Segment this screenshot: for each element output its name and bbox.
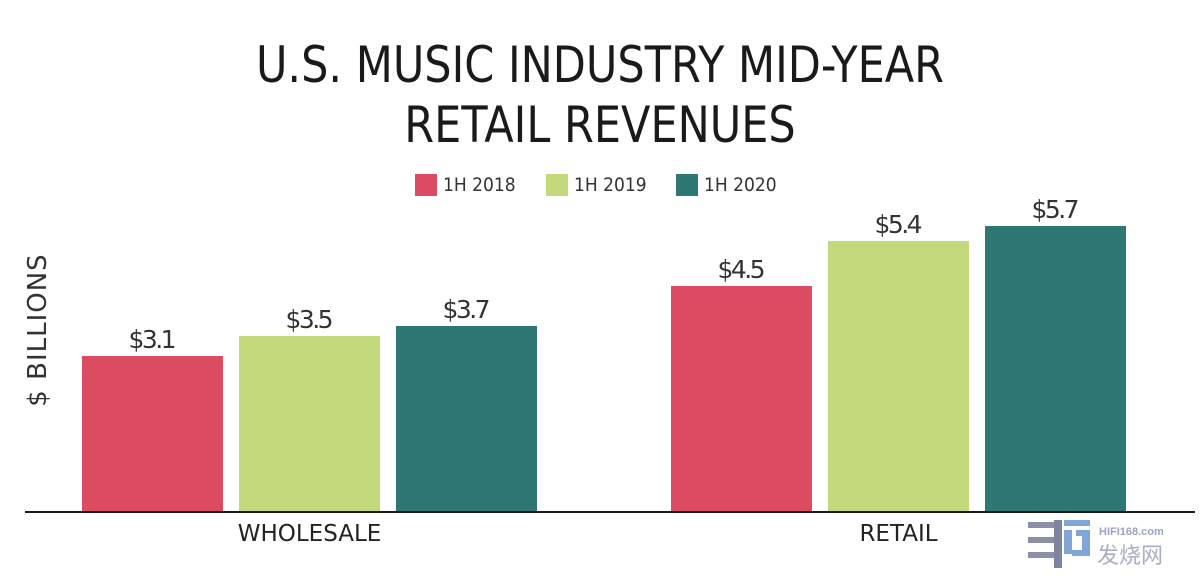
x-tick-label-wholesale: WHOLESALE <box>238 521 382 547</box>
bar-wholesale-1h-2020 <box>396 326 537 511</box>
chart-title-line-2: RETAIL REVENUES <box>404 96 796 154</box>
legend: 1H 2018 1H 2019 1H 2020 <box>0 174 1200 196</box>
watermark-text-en: HIFI168.com <box>1099 526 1164 538</box>
data-label-retail-1h-2019: $5.4 <box>875 210 923 239</box>
legend-swatch-1h-2020 <box>676 174 699 196</box>
legend-swatch-1h-2018 <box>414 174 437 196</box>
data-label-wholesale-1h-2018: $3.1 <box>129 325 177 354</box>
legend-swatch-1h-2019 <box>545 174 568 196</box>
bar-wholesale-1h-2018 <box>82 356 223 511</box>
legend-item-1h-2018: 1H 2018 <box>414 174 524 196</box>
bar-retail-1h-2018 <box>671 286 812 511</box>
bar-retail-1h-2020 <box>985 226 1126 511</box>
legend-item-1h-2019: 1H 2019 <box>545 174 655 196</box>
x-tick-label-retail: RETAIL <box>859 521 937 547</box>
watermark-logo-icon <box>1028 520 1090 568</box>
chart-title-line-1: U.S. MUSIC INDUSTRY MID-YEAR <box>255 36 945 94</box>
legend-item-1h-2020: 1H 2020 <box>676 174 785 196</box>
legend-label-1h-2019: 1H 2019 <box>573 174 647 196</box>
data-label-wholesale-1h-2019: $3.5 <box>286 305 334 334</box>
legend-label-1h-2020: 1H 2020 <box>704 174 778 196</box>
bar-wholesale-1h-2019 <box>239 336 380 511</box>
watermark-text-cn: 发烧网 <box>1097 544 1164 569</box>
legend-label-1h-2018: 1H 2018 <box>442 174 516 196</box>
watermark: HIFI168.com 发烧网 <box>1024 510 1200 570</box>
data-label-retail-1h-2020: $5.7 <box>1032 195 1080 224</box>
data-label-retail-1h-2018: $4.5 <box>718 255 766 284</box>
data-label-wholesale-1h-2020: $3.7 <box>443 295 491 324</box>
bar-retail-1h-2019 <box>828 241 969 511</box>
